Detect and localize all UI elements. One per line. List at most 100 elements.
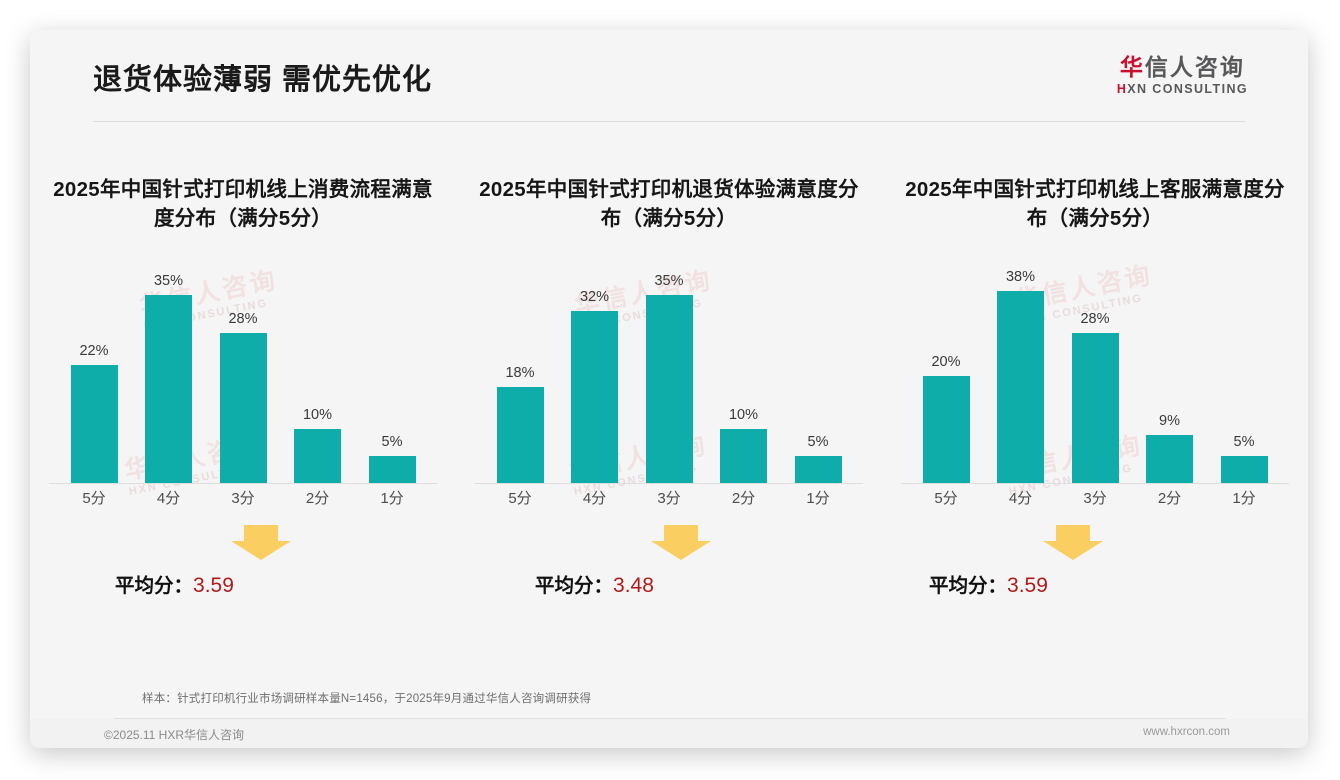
bar-value-label: 28%: [1080, 311, 1110, 328]
logo-english-red: H: [1116, 82, 1128, 97]
bar-item[interactable]: 18%: [487, 269, 553, 484]
bar-item[interactable]: 10%: [711, 269, 777, 484]
average-score-value: 3.59: [1007, 574, 1048, 598]
bar[interactable]: [496, 387, 544, 484]
arrow-shaft: [1056, 525, 1090, 543]
bar[interactable]: [794, 456, 842, 484]
bar[interactable]: [645, 295, 693, 484]
bar-item[interactable]: 5%: [1211, 269, 1277, 484]
arrow-head: [231, 541, 291, 561]
arrow-shaft: [244, 525, 278, 543]
x-axis-ticks: 5分 4分 3分 2分 1分: [487, 485, 851, 509]
bar-value-label: 10%: [302, 407, 333, 424]
bar-value-label: 38%: [1005, 269, 1036, 286]
x-tick-label: 1分: [1232, 489, 1256, 507]
bar-value-label: 35%: [654, 273, 684, 290]
bar-value-label: 35%: [153, 273, 184, 290]
x-tick-label: 1分: [806, 489, 830, 507]
bar-item[interactable]: 5%: [785, 269, 851, 484]
chart-title: 2025年中国针式打印机线上消费流程满意度分布（满分5分）: [53, 178, 433, 231]
charts-row: 2025年中国针式打印机线上消费流程满意度分布（满分5分） 22% 35% 28…: [30, 150, 1308, 680]
bar-item[interactable]: 9%: [1137, 269, 1203, 484]
down-arrow-icon: [231, 525, 291, 561]
bar-value-label: 5%: [807, 434, 829, 451]
bar-value-label: 28%: [228, 311, 258, 328]
average-score-value: 3.48: [613, 574, 654, 598]
bar-item[interactable]: 32%: [562, 269, 628, 484]
average-block: 平均分：3.48: [469, 525, 869, 611]
arrow-head: [651, 541, 711, 561]
x-tick-label: 5分: [508, 489, 532, 507]
x-tick-label: 5分: [82, 489, 106, 507]
arrow-shaft: [664, 525, 698, 543]
bar[interactable]: [70, 365, 118, 484]
bar[interactable]: [1071, 333, 1119, 484]
bar[interactable]: [922, 376, 970, 484]
logo-english: HXN CONSULTING: [1117, 82, 1248, 96]
logo-english-rest: XN CONSULTING: [1127, 82, 1248, 97]
x-axis-ticks: 5分 4分 3分 2分 1分: [913, 485, 1277, 509]
chart-panel-2: 2025年中国针式打印机退货体验满意度分布（满分5分） 18% 32% 35%: [456, 150, 882, 680]
bar-chart: 20% 38% 28% 9%: [895, 251, 1295, 509]
average-block: 平均分：3.59: [895, 525, 1295, 611]
bar-group: 20% 38% 28% 9%: [913, 269, 1277, 484]
logo-chinese-red: 华: [1119, 54, 1145, 80]
x-tick-label: 1分: [380, 489, 404, 507]
bar-value-label: 5%: [381, 434, 403, 451]
x-tick-label: 4分: [1008, 489, 1033, 507]
website-link[interactable]: www.hxrcon.com: [1143, 726, 1230, 738]
average-block: 平均分：3.59: [43, 525, 443, 611]
bar-group: 18% 32% 35% 10%: [487, 269, 851, 484]
slide-footer: ©2025.11 HXR华信人咨询 www.hxrcon.com: [30, 719, 1308, 748]
bar[interactable]: [368, 456, 416, 484]
bar-value-label: 10%: [728, 407, 759, 424]
bar-item[interactable]: 5%: [359, 269, 425, 484]
x-tick-label: 3分: [231, 489, 255, 507]
bar-value-label: 18%: [505, 365, 535, 382]
chart-panel-1: 2025年中国针式打印机线上消费流程满意度分布（满分5分） 22% 35% 28…: [30, 150, 456, 680]
average-score-label: 平均分：: [929, 575, 1008, 598]
x-tick-label: 2分: [731, 489, 756, 507]
bar[interactable]: [145, 295, 192, 484]
bar[interactable]: [1220, 456, 1268, 484]
bar-item[interactable]: 20%: [913, 269, 979, 484]
logo-chinese: 华信人咨询: [1117, 54, 1248, 80]
bar-item[interactable]: 38%: [988, 269, 1054, 484]
bar-value-label: 20%: [931, 354, 961, 371]
bar-item[interactable]: 28%: [210, 269, 276, 484]
bar[interactable]: [1146, 435, 1193, 484]
x-axis-line: [901, 483, 1289, 485]
bar-item[interactable]: 28%: [1062, 269, 1128, 484]
bar[interactable]: [219, 333, 267, 484]
bar-item[interactable]: 35%: [136, 269, 202, 484]
x-tick-label: 4分: [156, 489, 181, 507]
bar[interactable]: [571, 311, 618, 484]
bar-chart: 18% 32% 35% 10%: [469, 251, 869, 509]
x-tick-label: 5分: [934, 489, 958, 507]
bar[interactable]: [720, 429, 767, 484]
bar-item[interactable]: 35%: [636, 269, 702, 484]
bar-item[interactable]: 22%: [61, 269, 127, 484]
chart-title: 2025年中国针式打印机退货体验满意度分布（满分5分）: [479, 178, 859, 231]
average-score: 平均分：3.48: [535, 569, 654, 598]
x-axis-line: [475, 483, 863, 485]
footer-divider: [114, 718, 1226, 719]
sample-footnote: 样本：针式打印机行业市场调研样本量N=1456，于2025年9月通过华信人咨询调…: [142, 693, 592, 705]
bar-group: 22% 35% 28% 10%: [61, 269, 425, 484]
bar[interactable]: [294, 429, 341, 484]
average-score-label: 平均分：: [115, 575, 194, 598]
bar-chart: 22% 35% 28% 10%: [43, 251, 443, 509]
slide-card: 华信人咨询 HXN CONSULTING 华信人咨询 HXN CONSULTIN…: [30, 30, 1308, 748]
brand-logo: 华信人咨询 HXN CONSULTING: [1117, 54, 1248, 96]
chart-title: 2025年中国针式打印机线上客服满意度分布（满分5分）: [905, 178, 1285, 231]
page-title: 退货体验薄弱 需优先优化: [93, 64, 433, 96]
x-axis-line: [49, 483, 437, 485]
bar-item[interactable]: 10%: [285, 269, 351, 484]
bar[interactable]: [997, 291, 1044, 484]
down-arrow-icon: [1043, 525, 1103, 561]
average-score-label: 平均分：: [535, 575, 614, 598]
slide-header: 退货体验薄弱 需优先优化 华信人咨询 HXN CONSULTING: [30, 30, 1308, 122]
copyright-text: ©2025.11 HXR华信人咨询: [104, 728, 244, 742]
x-axis-ticks: 5分 4分 3分 2分 1分: [61, 485, 425, 509]
bar-value-label: 5%: [1233, 434, 1255, 451]
